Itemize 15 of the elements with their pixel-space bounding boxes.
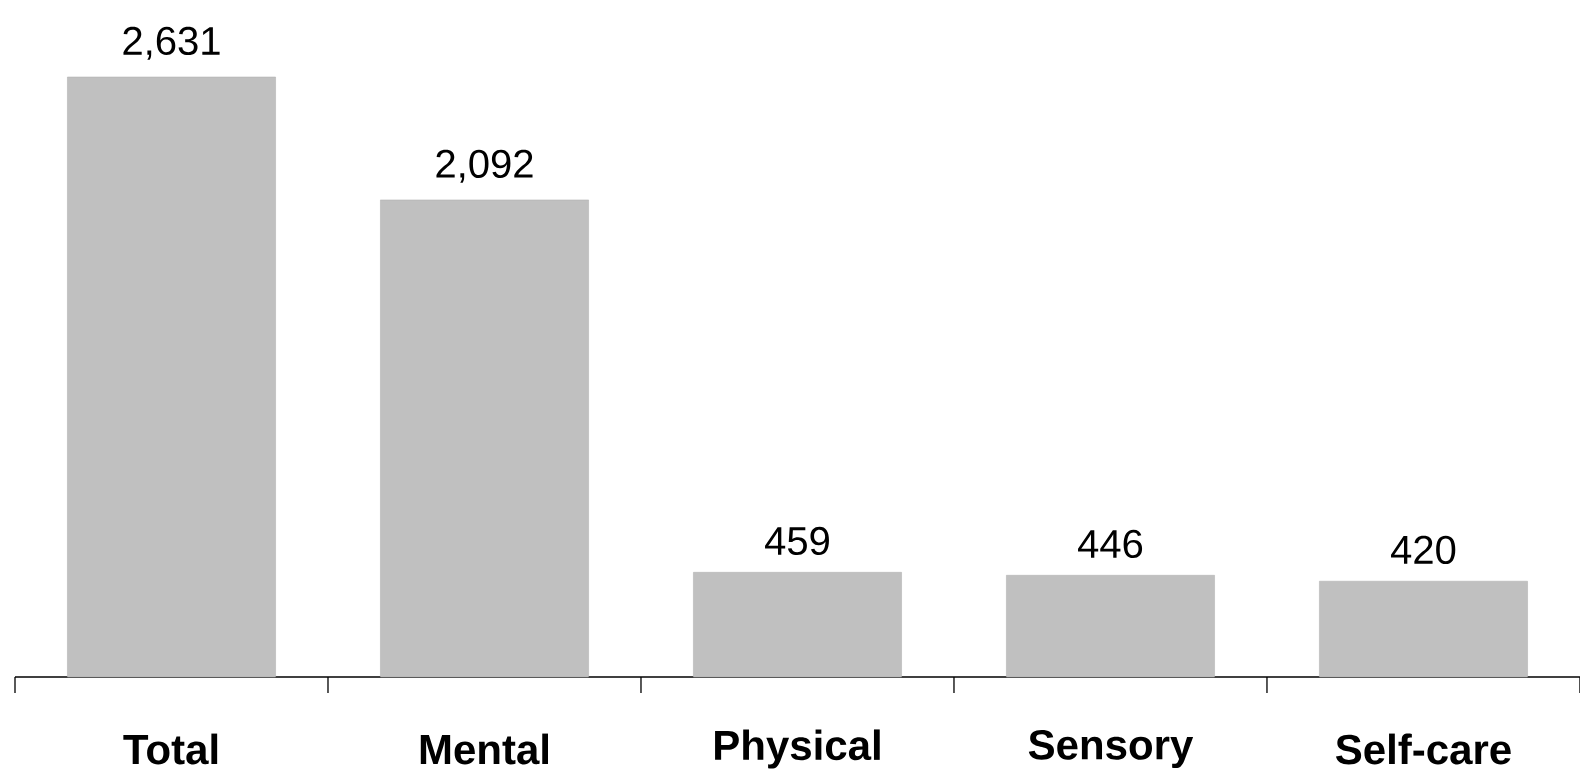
x-tick-label: Physical <box>715 729 880 769</box>
data-label: 420 <box>1391 535 1456 565</box>
bar <box>380 199 589 678</box>
x-tick-label: Mental <box>420 733 549 765</box>
bar <box>1006 575 1215 678</box>
x-tick-label: Self-care <box>1335 733 1511 765</box>
bar <box>67 76 276 678</box>
x-tick-label: Total <box>123 733 218 765</box>
x-tick-label: Sensory <box>1028 729 1194 769</box>
data-label: 2,631 <box>123 26 220 60</box>
data-label: 459 <box>765 526 829 556</box>
bar <box>693 572 902 678</box>
bar <box>1319 580 1528 678</box>
data-label: 446 <box>1078 529 1143 559</box>
data-label: 2,092 <box>436 149 533 183</box>
